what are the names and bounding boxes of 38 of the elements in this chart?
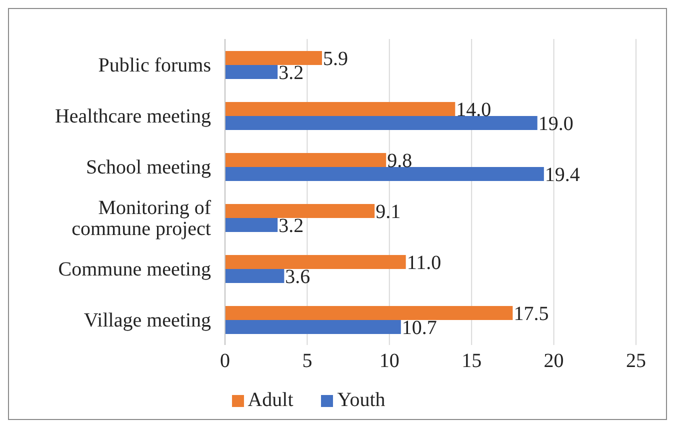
legend-label: Adult <box>248 389 294 411</box>
data-label: 19.4 <box>544 164 580 186</box>
data-label: 9.1 <box>376 201 401 223</box>
y-tick-label: School meeting <box>86 156 211 178</box>
y-tick-label: Monitoring of commune project <box>72 197 212 240</box>
bar <box>225 306 513 320</box>
bar <box>225 116 538 130</box>
legend-label: Youth <box>337 389 386 411</box>
x-tick-label: 25 <box>626 350 646 372</box>
data-label: 10.7 <box>402 317 437 339</box>
bar <box>225 167 544 181</box>
y-tick-label: Public forums <box>98 54 212 76</box>
y-tick-label: Village meeting <box>84 310 211 332</box>
data-label: 3.6 <box>285 266 310 288</box>
data-label: 11.0 <box>406 252 442 274</box>
x-tick-label: 20 <box>544 350 564 372</box>
data-label: 3.2 <box>278 215 304 237</box>
data-label: 5.9 <box>322 48 348 70</box>
bar <box>225 218 278 232</box>
data-label: 3.2 <box>278 62 304 84</box>
data-label: 17.5 <box>514 303 549 325</box>
x-tick-label: 0 <box>220 350 230 372</box>
data-label: 14.0 <box>456 99 492 121</box>
bar <box>225 269 284 283</box>
bar <box>225 102 456 116</box>
bar <box>225 65 278 79</box>
bar <box>225 320 401 334</box>
bar <box>225 255 406 269</box>
bar <box>225 51 322 65</box>
bar <box>225 153 386 167</box>
y-tick-label: Commune meeting <box>58 258 211 280</box>
x-tick-label: 15 <box>462 350 482 372</box>
x-tick-label: 5 <box>302 350 312 372</box>
data-label: 19.0 <box>538 113 574 135</box>
bar <box>225 204 375 218</box>
data-label: 9.8 <box>387 150 412 172</box>
x-tick-label: 10 <box>379 350 400 372</box>
y-tick-label: Healthcare meeting <box>54 106 211 128</box>
